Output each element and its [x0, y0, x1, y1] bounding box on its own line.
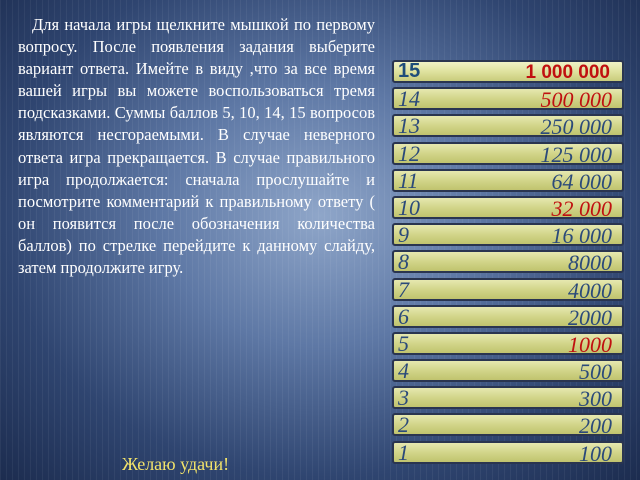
ladder-prize-amount: 64 000	[551, 168, 613, 194]
ladder-question-number: 8	[398, 249, 409, 275]
ladder-question-number: 3	[398, 385, 409, 411]
ladder-question-number: 4	[398, 358, 409, 384]
ladder-prize-amount: 2000	[568, 304, 612, 330]
ladder-row-12[interactable]: 12 125 000	[392, 140, 624, 167]
ladder-prize-amount: 1000	[568, 331, 612, 357]
ladder-row-7[interactable]: 7 4000	[392, 276, 624, 303]
ladder-prize-amount: 8000	[568, 250, 612, 276]
ladder-row-13[interactable]: 13 250 000	[392, 113, 624, 140]
ladder-question-number: 1	[398, 439, 409, 465]
ladder-prize-amount: 100	[579, 440, 612, 466]
ladder-question-number: 7	[398, 276, 409, 302]
prize-ladder: 15 1 000 000 14 500 000 13 250 000 12 12…	[392, 60, 624, 468]
ladder-prize-amount: 500 000	[540, 87, 613, 113]
ladder-prize-amount: 300	[579, 386, 612, 412]
ladder-row-9[interactable]: 9 16 000	[392, 222, 624, 249]
ladder-prize-amount: 16 000	[551, 223, 613, 249]
ladder-question-number: 2	[398, 412, 409, 438]
ladder-prize-amount: 500	[579, 359, 612, 385]
good-luck-text: Желаю удачи!	[122, 454, 230, 474]
ladder-row-4[interactable]: 4 500	[392, 358, 624, 385]
instructions-text: Для начала игры щелкните мышкой по перво…	[18, 15, 375, 278]
ladder-prize-amount: 125 000	[540, 141, 613, 167]
ladder-question-number: 9	[398, 222, 409, 248]
ladder-question-number: 5	[398, 330, 409, 356]
ladder-row-6[interactable]: 6 2000	[392, 303, 624, 330]
ladder-question-number: 13	[398, 113, 420, 139]
ladder-prize-amount: 1 000 000	[525, 62, 610, 83]
ladder-row-3[interactable]: 3 300	[392, 385, 624, 412]
ladder-question-number: 14	[398, 86, 420, 112]
ladder-row-10[interactable]: 10 32 000	[392, 194, 624, 221]
ladder-prize-amount: 32 000	[551, 195, 613, 221]
ladder-row-2[interactable]: 2 200	[392, 412, 624, 439]
ladder-row-15[interactable]: 15 1 000 000	[392, 60, 624, 83]
ladder-row-1[interactable]: 1 100	[392, 439, 624, 466]
ladder-question-number: 12	[398, 140, 420, 166]
ladder-prize-amount: 4000	[568, 277, 612, 303]
ladder-question-number: 11	[398, 167, 419, 193]
ladder-question-number: 15	[398, 60, 421, 82]
ladder-question-number: 6	[398, 303, 409, 329]
ladder-row-8[interactable]: 8 8000	[392, 249, 624, 276]
ladder-question-number: 10	[398, 194, 420, 220]
ladder-row-5[interactable]: 5 1000	[392, 330, 624, 357]
ladder-row-11[interactable]: 11 64 000	[392, 167, 624, 194]
ladder-row-14[interactable]: 14 500 000	[392, 86, 624, 113]
ladder-prize-amount: 250 000	[540, 114, 613, 140]
ladder-prize-amount: 200	[579, 413, 612, 439]
